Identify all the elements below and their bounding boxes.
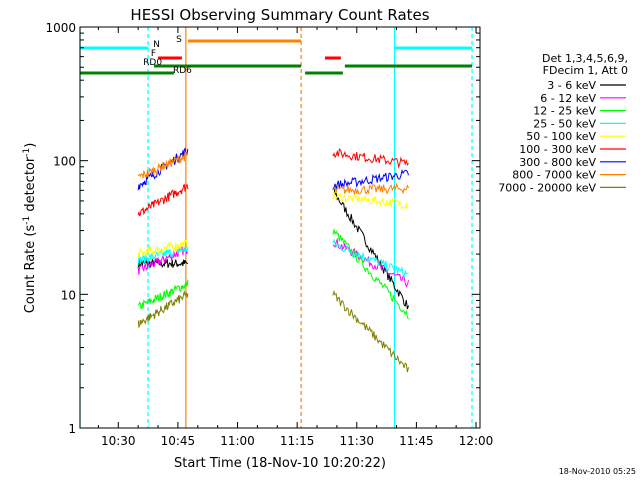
axes: 10:30 10:45 11:00 11:15 11:30 11:45 12:00 1 10 10… xyxy=(45,21,493,448)
y-axis-label-exp2: -1 xyxy=(22,148,32,157)
legend-entry-label: 100 - 300 keV xyxy=(519,143,596,156)
chart-title: HESSI Observing Summary Count Rates xyxy=(130,6,429,24)
legend-entry-label: 6 - 12 keV xyxy=(540,92,596,105)
y-axis-label-exp1: -1 xyxy=(22,216,32,225)
legend-entry-label: 25 - 50 keV xyxy=(533,117,596,130)
legend-header-line: FDecim 1, Att 0 xyxy=(543,64,628,77)
flag-label-rd6: RD6 xyxy=(173,66,192,76)
x-tick-label: 10:45 xyxy=(161,434,196,448)
x-tick-label: 11:00 xyxy=(220,434,255,448)
x-tick-label: 10:30 xyxy=(101,434,136,448)
series-line-4 xyxy=(137,245,189,265)
series-line-2 xyxy=(332,237,409,288)
series-line-1 xyxy=(332,187,409,310)
y-axis-label: Count Rate (s-1 detector-1) xyxy=(22,143,38,314)
timestamp: 18-Nov-2010 05:25 xyxy=(559,467,636,476)
x-tick-label: 11:45 xyxy=(399,434,434,448)
y-tick-label: 1 xyxy=(68,422,76,436)
plot-area xyxy=(79,27,473,428)
x-tick-label: 11:15 xyxy=(280,434,315,448)
x-tick-label: 12:00 xyxy=(459,434,494,448)
y-tick-label: 1000 xyxy=(45,21,76,35)
series-line-9 xyxy=(332,289,409,373)
series-line-7 xyxy=(332,169,409,190)
plot-frame xyxy=(79,26,481,429)
flag-label-s: S xyxy=(176,35,182,45)
y-tick-label: 10 xyxy=(61,288,76,302)
flag-label-f: F xyxy=(151,49,156,59)
flag-label-rd0: RD0 xyxy=(143,58,162,68)
y-axis-label-main: Count Rate (s xyxy=(23,225,38,314)
series-line-8 xyxy=(332,182,409,195)
flag-label-n: N xyxy=(153,40,160,50)
legend-entry-label: 7000 - 20000 keV xyxy=(498,181,596,194)
status-flags: NF S RD0 RD6 xyxy=(80,35,473,76)
series-line-5 xyxy=(137,239,189,259)
legend-entry-label: 800 - 7000 keV xyxy=(512,169,596,182)
legend-entry-label: 50 - 100 keV xyxy=(526,130,596,143)
series-line-8 xyxy=(137,151,189,179)
series-line-3 xyxy=(137,279,189,310)
y-axis-label-close: ) xyxy=(23,143,38,148)
series-line-3 xyxy=(332,228,409,320)
series-line-4 xyxy=(332,238,409,278)
y-axis-label-mid: detector xyxy=(23,156,38,216)
y-tick-label: 100 xyxy=(53,155,76,169)
series-line-5 xyxy=(332,191,409,210)
legend: Det 1,3,4,5,6,9,FDecim 1, Att 0 3 - 6 keV… xyxy=(498,52,628,194)
legend-header-line: Det 1,3,4,5,6,9, xyxy=(542,52,628,65)
x-tick-label: 11:30 xyxy=(339,434,374,448)
series-line-9 xyxy=(137,290,189,329)
x-axis-label: Start Time (18-Nov-10 10:20:22) xyxy=(174,456,386,471)
legend-entry-label: 3 - 6 keV xyxy=(547,79,596,92)
series-line-6 xyxy=(137,183,189,217)
legend-entry-label: 12 - 25 keV xyxy=(533,105,596,118)
series-line-6 xyxy=(332,148,409,169)
legend-entry-label: 300 - 800 keV xyxy=(519,156,596,169)
